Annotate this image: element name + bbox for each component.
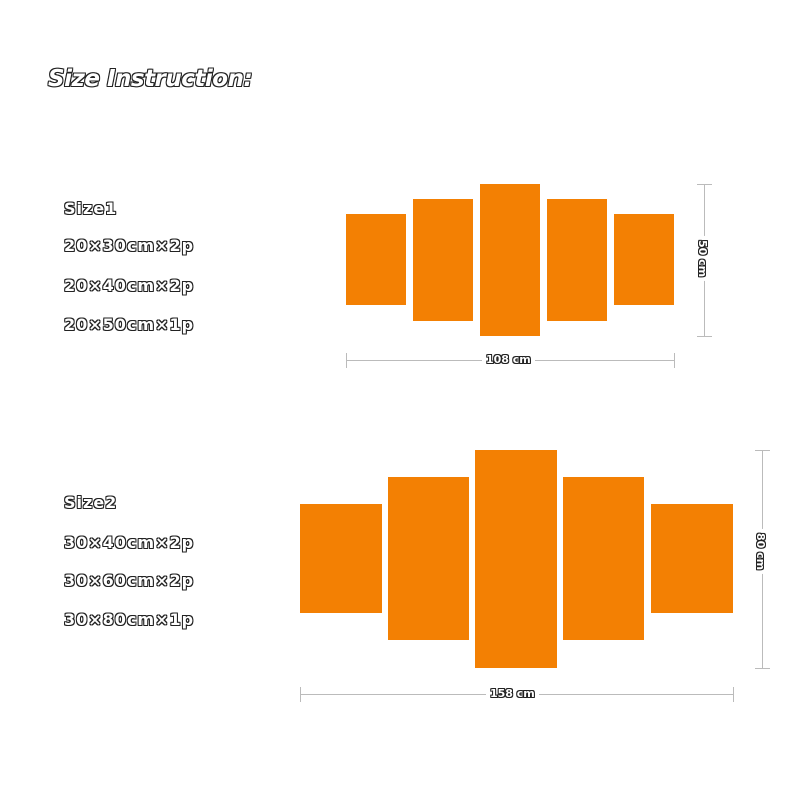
size2-line: 30×40cm×2p (64, 533, 195, 552)
size2-line: 30×80cm×1p (64, 610, 195, 629)
size1-panel (547, 199, 607, 321)
size2-heading: Size2 (64, 493, 118, 512)
size2-panel (651, 504, 733, 613)
page-title: Size Instruction: (48, 66, 253, 92)
size1-height-cap (697, 336, 712, 337)
size1-panel (480, 184, 540, 336)
size2-width-cap (300, 687, 301, 702)
size1-panel (614, 214, 674, 305)
size1-height-label: 50 cm (696, 235, 710, 282)
size2-width-label: 158 cm (486, 687, 539, 700)
size1-width-label: 108 cm (482, 353, 535, 366)
size2-panel (475, 450, 557, 668)
size1-height-cap (697, 184, 712, 185)
size1-panel (413, 199, 473, 321)
size1-heading: Size1 (64, 199, 118, 218)
size2-panel (388, 477, 469, 640)
size1-width-cap (674, 353, 675, 368)
size2-width-cap (733, 687, 734, 702)
size2-panel (300, 504, 382, 613)
size2-height-cap (755, 450, 770, 451)
size2-line: 30×60cm×2p (64, 571, 195, 590)
size2-height-cap (755, 668, 770, 669)
size1-panel (346, 214, 406, 305)
size1-line: 20×50cm×1p (64, 315, 195, 334)
size1-line: 20×30cm×2p (64, 236, 195, 255)
size1-width-cap (346, 353, 347, 368)
size2-panel (563, 477, 644, 640)
size2-height-label: 80 cm (754, 528, 768, 575)
size1-line: 20×40cm×2p (64, 276, 195, 295)
